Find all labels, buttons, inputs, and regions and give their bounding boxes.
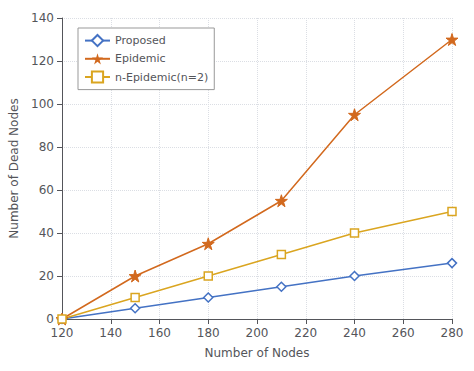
svg-text:Proposed: Proposed [115,34,166,47]
svg-text:160: 160 [148,326,171,340]
svg-text:140: 140 [99,326,122,340]
svg-text:200: 200 [246,326,269,340]
svg-text:Epidemic: Epidemic [115,52,166,65]
svg-text:240: 240 [343,326,366,340]
svg-text:n-Epidemic(n=2): n-Epidemic(n=2) [115,71,208,84]
svg-text:260: 260 [392,326,415,340]
svg-text:180: 180 [197,326,220,340]
svg-text:Number of Nodes: Number of Nodes [205,346,310,360]
svg-text:20: 20 [39,269,54,283]
svg-text:40: 40 [39,226,54,240]
svg-text:0: 0 [46,312,54,326]
svg-text:220: 220 [294,326,317,340]
svg-text:60: 60 [39,183,54,197]
svg-text:100: 100 [31,97,54,111]
svg-text:280: 280 [441,326,464,340]
svg-text:120: 120 [51,326,74,340]
svg-text:Number of Dead Nodes: Number of Dead Nodes [7,98,21,238]
svg-text:140: 140 [31,11,54,25]
svg-text:80: 80 [39,140,54,154]
svg-text:120: 120 [31,54,54,68]
